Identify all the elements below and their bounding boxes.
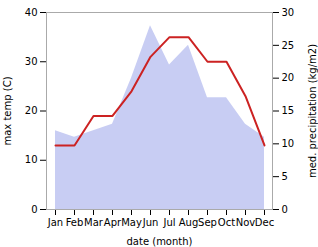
- svg-text:20: 20: [282, 72, 295, 83]
- svg-text:Nov: Nov: [236, 217, 256, 228]
- svg-text:0: 0: [282, 204, 288, 215]
- svg-text:25: 25: [282, 40, 295, 51]
- svg-text:20: 20: [25, 105, 38, 116]
- svg-text:date (month): date (month): [127, 236, 193, 247]
- svg-text:5: 5: [282, 171, 288, 182]
- svg-text:med. precipitation (kg/m2): med. precipitation (kg/m2): [307, 44, 318, 178]
- svg-text:Jun: Jun: [142, 217, 159, 228]
- svg-text:max temp (C): max temp (C): [2, 76, 13, 145]
- svg-text:Jul: Jul: [162, 217, 175, 228]
- svg-text:30: 30: [282, 7, 295, 18]
- svg-text:Oct: Oct: [218, 217, 235, 228]
- svg-text:10: 10: [25, 154, 38, 165]
- svg-text:Feb: Feb: [66, 217, 84, 228]
- svg-text:Mar: Mar: [84, 217, 104, 228]
- svg-text:10: 10: [282, 138, 295, 149]
- svg-text:Jan: Jan: [47, 217, 63, 228]
- svg-text:Dec: Dec: [255, 217, 274, 228]
- svg-text:Aug: Aug: [179, 217, 199, 228]
- svg-text:30: 30: [25, 56, 38, 67]
- svg-text:May: May: [121, 217, 142, 228]
- svg-text:Apr: Apr: [104, 217, 122, 228]
- svg-text:40: 40: [25, 7, 38, 18]
- svg-text:15: 15: [282, 105, 295, 116]
- svg-text:Sep: Sep: [198, 217, 217, 228]
- svg-text:0: 0: [31, 204, 37, 215]
